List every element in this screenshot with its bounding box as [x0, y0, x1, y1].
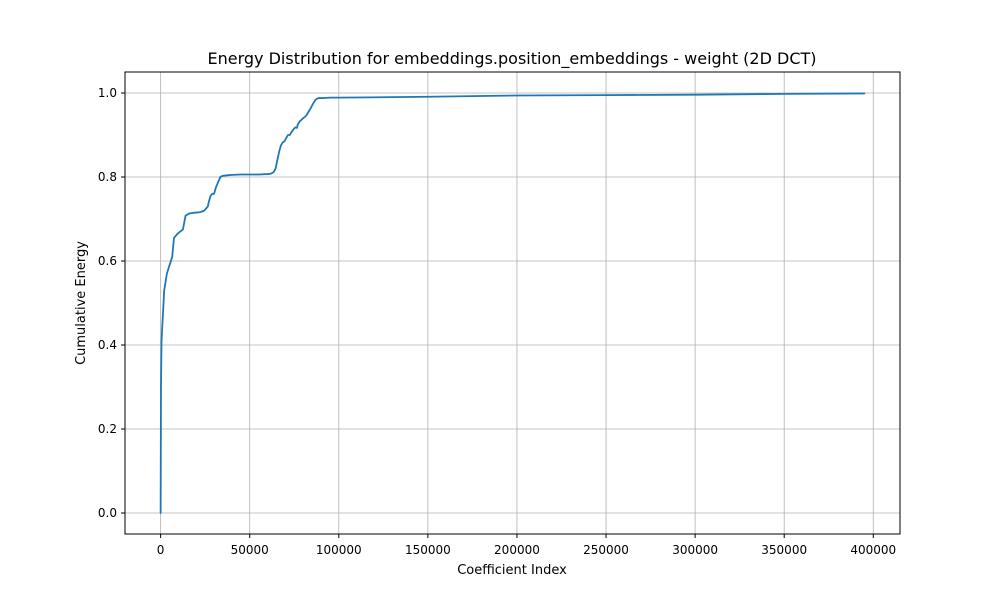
x-tick-label: 350000	[761, 543, 807, 557]
y-tick-label: 0.8	[98, 170, 117, 184]
y-axis-label: Cumulative Energy	[74, 241, 89, 365]
series-line	[159, 92, 866, 514]
x-tick-label: 50000	[231, 543, 269, 557]
x-tick-label: 250000	[583, 543, 629, 557]
x-tick-label: 150000	[405, 543, 451, 557]
y-tick-label: 0.4	[98, 338, 117, 352]
y-axis: 0.0 0.2 0.4 0.6 0.8 1.0	[98, 86, 125, 520]
x-tick-label: 300000	[672, 543, 718, 557]
x-axis-label: Coefficient Index	[457, 563, 567, 578]
x-tick-label: 100000	[316, 543, 362, 557]
x-axis: 0 50000 100000 150000 200000 250000 300000 3500…	[157, 534, 896, 557]
series-layer	[159, 92, 866, 514]
plot-frame	[124, 71, 901, 535]
x-tick-label: 0	[157, 543, 165, 557]
x-tick-label: 400000	[850, 543, 896, 557]
grid	[125, 72, 900, 534]
x-tick-label: 200000	[494, 543, 540, 557]
chart-title: Energy Distribution for embeddings.posit…	[207, 49, 816, 69]
y-tick-label: 0.0	[98, 506, 117, 520]
y-tick-label: 1.0	[98, 86, 117, 100]
y-tick-label: 0.2	[98, 422, 117, 436]
y-tick-label: 0.6	[98, 254, 117, 268]
